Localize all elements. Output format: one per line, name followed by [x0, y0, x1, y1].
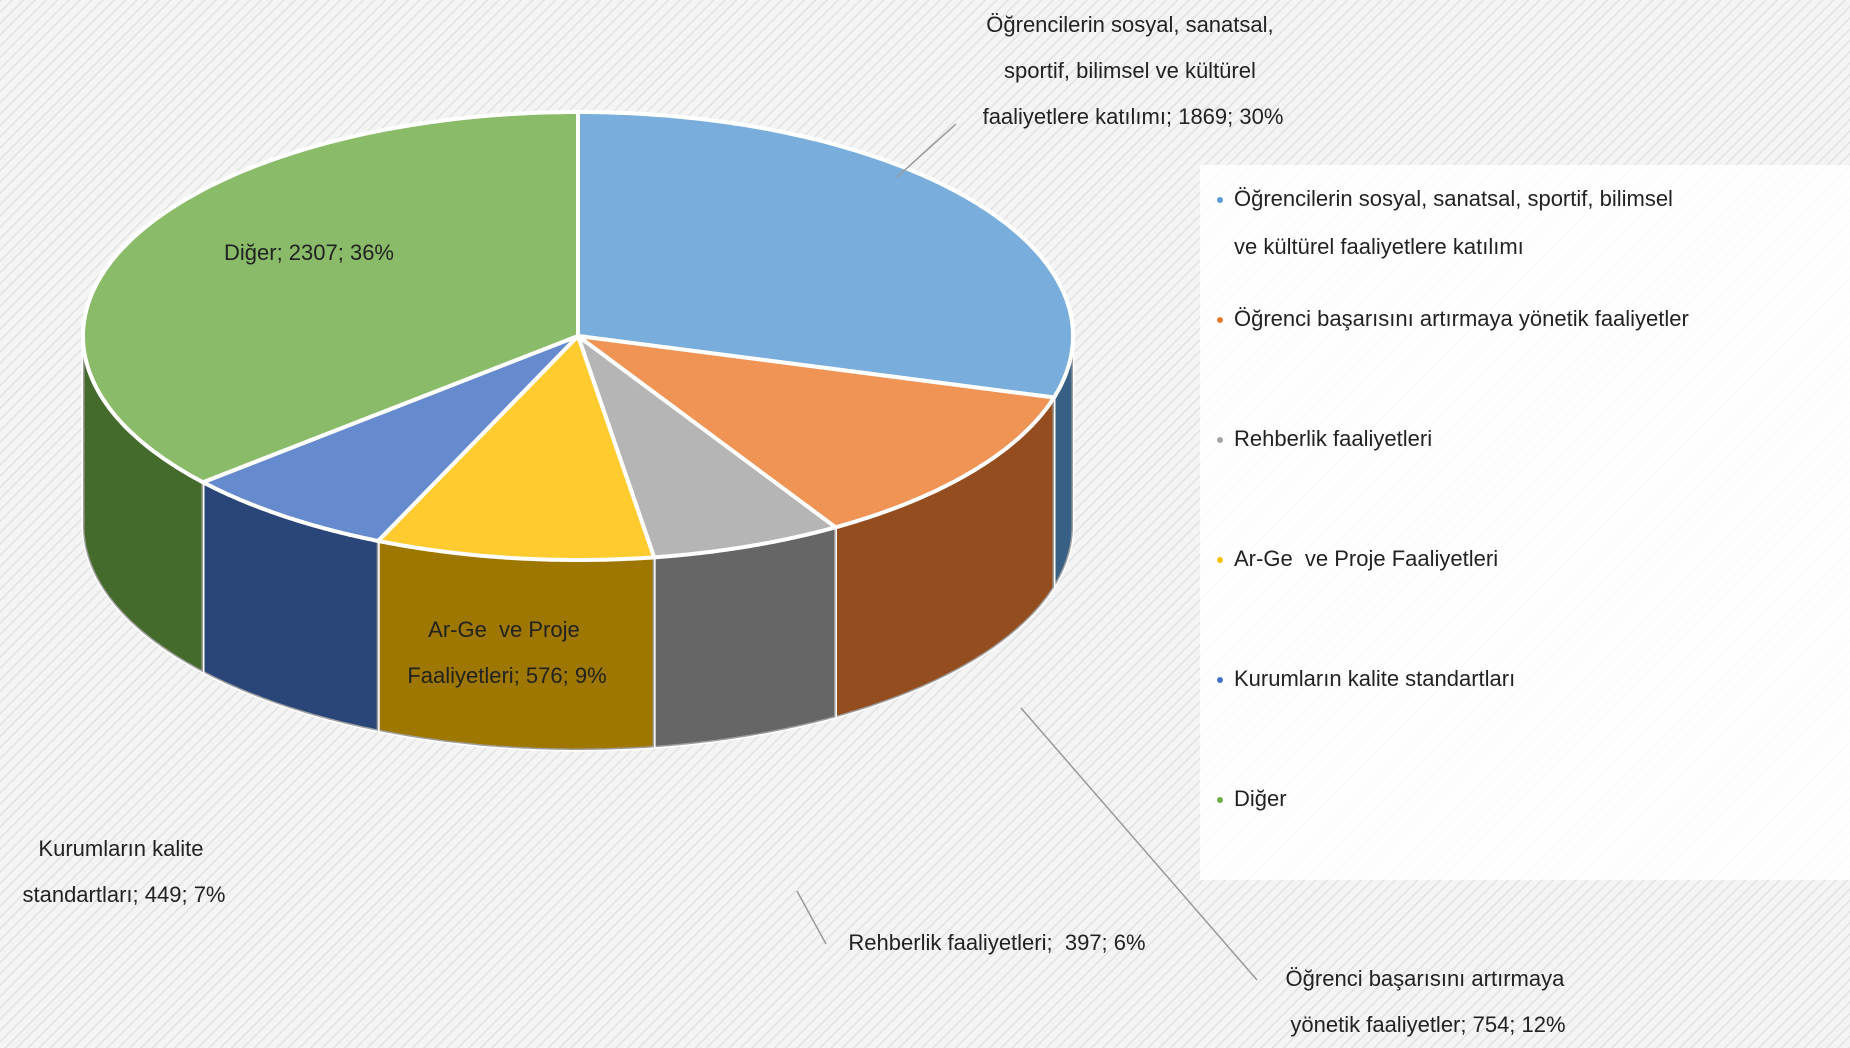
slice-shine [578, 112, 1073, 398]
slice-shine [378, 336, 655, 560]
legend-label: Öğrencilerin sosyal, sanatsal, sportif, … [1234, 186, 1679, 259]
leader-line [796, 890, 827, 945]
slice-shine [203, 336, 578, 541]
legend-label: Rehberlik faaliyetleri [1234, 426, 1432, 451]
slice-side-shade [203, 482, 379, 731]
slice [374, 332, 657, 562]
legend-label: Diğer [1234, 786, 1287, 811]
slice-side-shade [835, 397, 1054, 718]
data-label: Öğrencilerin sosyal, sanatsal, sportif, … [983, 12, 1284, 129]
legend-marker [1217, 437, 1223, 443]
legend-marker [1217, 557, 1223, 563]
legend-marker [1217, 797, 1223, 803]
data-label: Diğer; 2307; 36% [224, 240, 394, 265]
legend-marker [1217, 677, 1223, 683]
legend-label: Kurumların kalite standartları [1234, 666, 1515, 691]
legend-box [1200, 165, 1850, 880]
legend-label: Ar-Ge ve Proje Faaliyetleri [1234, 546, 1498, 571]
leader-line [896, 123, 957, 178]
slice-shine [578, 336, 1054, 528]
legend-marker [1217, 197, 1223, 203]
slice [81, 110, 580, 485]
data-label: Kurumların kalite standartları; 449; 7% [22, 836, 225, 907]
slice-shine [578, 336, 836, 558]
data-label: Öğrenci başarısını artırmaya yönetik faa… [1286, 966, 1571, 1037]
data-label: Rehberlik faaliyetleri; 397; 6% [848, 930, 1145, 955]
slice-side-shade [654, 527, 836, 748]
slice-side-shade [378, 540, 655, 750]
slice [576, 110, 1076, 400]
slice [570, 333, 1058, 530]
legend-label: Öğrenci başarısını artırmaya yönetik faa… [1234, 306, 1689, 331]
legend-marker [1217, 317, 1223, 323]
slice [198, 334, 580, 544]
slice-side-shade [1054, 336, 1073, 588]
slice-shine [83, 112, 578, 483]
slice-side-shade [83, 336, 203, 673]
leader-line [1020, 707, 1258, 981]
slice [574, 330, 840, 560]
data-label: Ar-Ge ve Proje Faaliyetleri; 576; 9% [407, 617, 606, 688]
